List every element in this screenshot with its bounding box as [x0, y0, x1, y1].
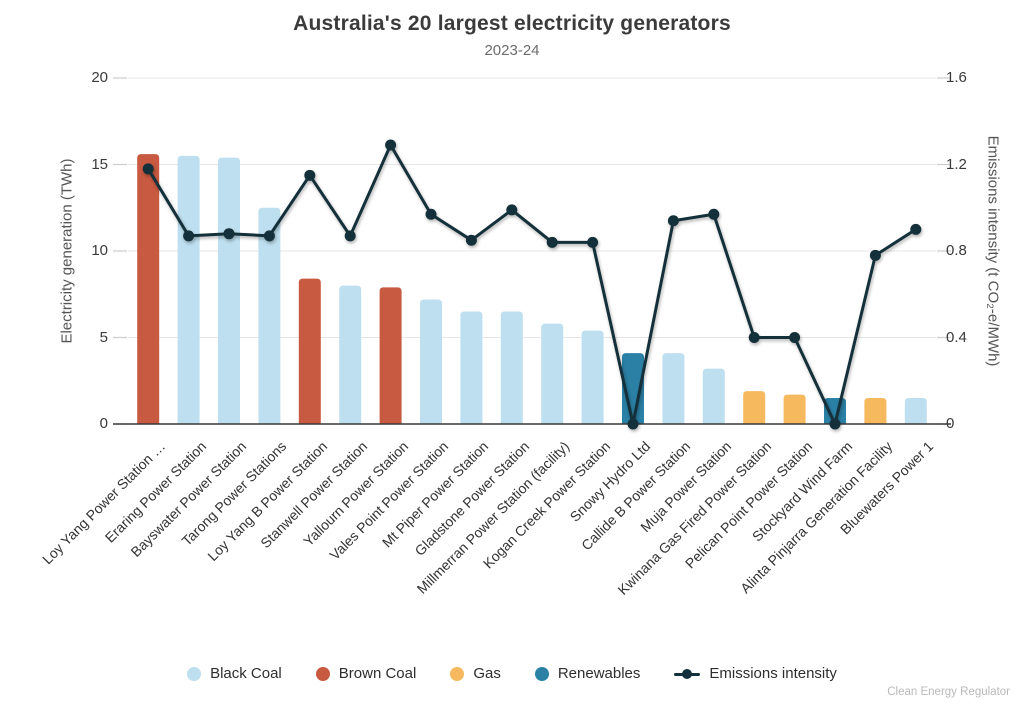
bar-13[interactable]: [662, 353, 685, 424]
line-point-11[interactable]: [587, 236, 599, 248]
source-attribution: Clean Energy Regulator: [887, 686, 1010, 698]
line-point-13[interactable]: [667, 215, 679, 227]
bar-11[interactable]: [581, 330, 604, 424]
bar-1[interactable]: [177, 155, 200, 424]
bar-16[interactable]: [783, 394, 806, 424]
line-point-17[interactable]: [829, 418, 841, 430]
legend-item-brown-coal[interactable]: Brown Coal: [315, 665, 416, 682]
line-point-0[interactable]: [142, 163, 154, 175]
legend-item-renewables[interactable]: Renewables: [534, 665, 640, 682]
bar-10[interactable]: [541, 323, 564, 424]
chart-subtitle: 2023-24: [484, 42, 540, 59]
renewables-legend-swatch-icon: [534, 666, 549, 681]
y-tick-right-1.6: 1.6: [946, 69, 967, 86]
emissions-intensity-legend-icon: [674, 667, 701, 681]
line-point-6[interactable]: [385, 139, 397, 151]
line-point-16[interactable]: [789, 332, 801, 343]
line-point-10[interactable]: [546, 236, 558, 248]
line-point-18[interactable]: [869, 249, 881, 261]
line-point-9[interactable]: [506, 204, 518, 216]
y-tick-left-0: 0: [99, 415, 108, 432]
bar-15[interactable]: [743, 391, 766, 424]
bar-3[interactable]: [258, 207, 281, 424]
bar-12[interactable]: [622, 353, 644, 424]
y-tick-right-0.8: 0.8: [946, 242, 967, 259]
gas-legend-swatch-icon: [450, 666, 465, 681]
line-point-8[interactable]: [465, 234, 477, 246]
brown-coal-legend-swatch-icon: [315, 666, 330, 681]
chart-legend: Black Coal Brown Coal Gas Renewables Emissio…: [0, 665, 1024, 682]
y-tick-left-10: 10: [91, 242, 108, 259]
bar-8[interactable]: [460, 311, 483, 424]
bar-18[interactable]: [864, 398, 887, 424]
line-point-5[interactable]: [344, 230, 356, 242]
line-point-3[interactable]: [263, 230, 275, 242]
line-point-19[interactable]: [910, 223, 922, 235]
y-tick-right-0: 0: [946, 415, 955, 432]
y-tick-right-1.2: 1.2: [946, 155, 967, 173]
bar-19[interactable]: [904, 398, 927, 424]
y-tick-left-5: 5: [99, 328, 108, 346]
chart-title: Australia's 20 largest electricity gener…: [293, 12, 731, 35]
legend-item-black-coal[interactable]: Black Coal: [187, 665, 282, 682]
legend-item-gas[interactable]: Gas: [450, 665, 501, 682]
bar-5[interactable]: [339, 285, 362, 424]
bar-6[interactable]: [379, 287, 402, 424]
bar-14[interactable]: [702, 368, 725, 424]
y-tick-left-15: 15: [91, 155, 108, 173]
bar-7[interactable]: [420, 299, 442, 424]
emissions-line: [146, 143, 918, 426]
legend-item-emissions-intensity[interactable]: Emissions intensity: [674, 665, 837, 682]
bar-9[interactable]: [500, 311, 523, 424]
line-point-4[interactable]: [304, 169, 316, 181]
bar-4[interactable]: [298, 278, 321, 424]
line-point-14[interactable]: [708, 208, 720, 220]
y-tick-right-0.4: 0.4: [946, 328, 967, 346]
bar-0[interactable]: [137, 154, 160, 424]
black-coal-legend-swatch-icon: [187, 666, 202, 681]
line-point-7[interactable]: [425, 208, 437, 220]
y-tick-left-20: 20: [91, 69, 108, 86]
line-point-2[interactable]: [223, 228, 235, 240]
line-point-1[interactable]: [183, 230, 195, 242]
bar-2[interactable]: [218, 157, 240, 424]
line-point-15[interactable]: [748, 332, 760, 343]
line-point-12[interactable]: [627, 418, 639, 430]
